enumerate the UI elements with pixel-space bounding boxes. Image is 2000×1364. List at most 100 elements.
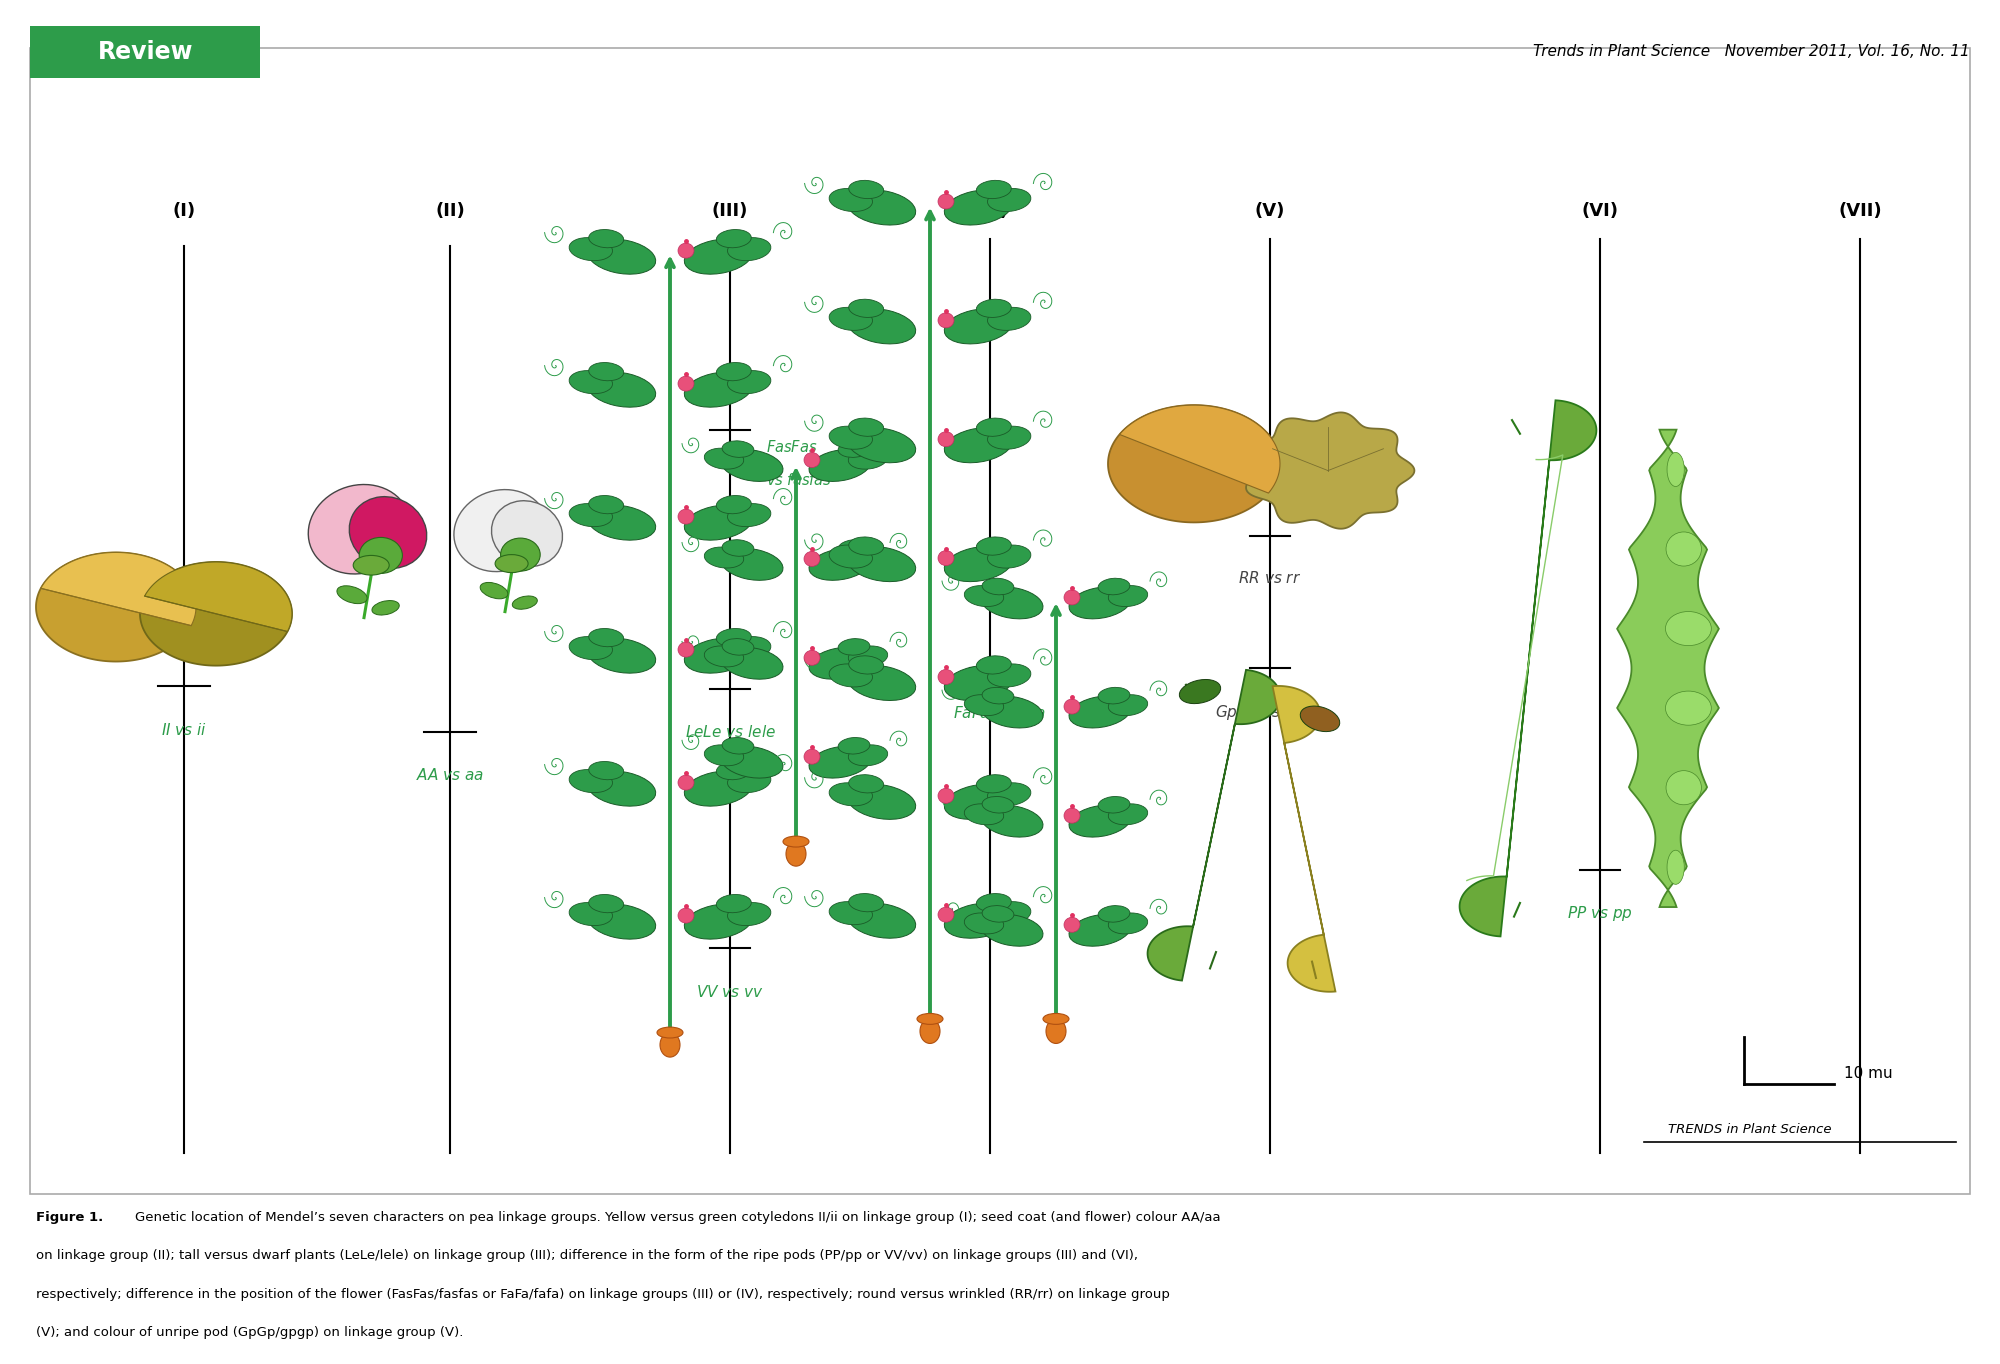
Ellipse shape (810, 450, 870, 481)
Polygon shape (1618, 430, 1718, 907)
Ellipse shape (944, 190, 1012, 225)
Ellipse shape (1064, 807, 1080, 822)
Ellipse shape (1300, 707, 1340, 731)
Ellipse shape (588, 229, 624, 248)
Ellipse shape (964, 694, 1004, 716)
Ellipse shape (728, 237, 770, 261)
Ellipse shape (728, 769, 770, 792)
Ellipse shape (938, 431, 954, 446)
Ellipse shape (810, 548, 870, 580)
Ellipse shape (722, 738, 754, 754)
Text: $FasFas$: $FasFas$ (766, 439, 818, 456)
Text: respectively; difference in the position of the flower (FasFas/fasfas or FaFa/fa: respectively; difference in the position… (36, 1288, 1170, 1301)
Ellipse shape (804, 651, 820, 666)
Ellipse shape (588, 771, 656, 806)
Ellipse shape (848, 547, 888, 567)
Ellipse shape (588, 895, 624, 913)
Ellipse shape (848, 419, 884, 436)
Ellipse shape (944, 666, 1012, 701)
Ellipse shape (988, 783, 1030, 806)
Ellipse shape (684, 372, 752, 408)
Ellipse shape (308, 484, 410, 574)
Text: (V); and colour of unripe pod (GpGp/gpgp) on linkage group (V).: (V); and colour of unripe pod (GpGp/gpgp… (36, 1326, 464, 1339)
Ellipse shape (1098, 797, 1130, 813)
Ellipse shape (728, 371, 770, 394)
Ellipse shape (976, 656, 1012, 674)
Ellipse shape (480, 582, 508, 599)
Text: $VV$ vs $vv$: $VV$ vs $vv$ (696, 983, 764, 1000)
Ellipse shape (588, 239, 656, 274)
Ellipse shape (944, 308, 1012, 344)
Ellipse shape (570, 637, 612, 660)
Ellipse shape (1668, 850, 1684, 884)
Ellipse shape (848, 647, 888, 667)
Ellipse shape (830, 188, 872, 211)
Ellipse shape (512, 596, 538, 610)
Ellipse shape (1666, 771, 1702, 805)
Ellipse shape (1064, 917, 1080, 933)
Text: Genetic location of Mendel’s seven characters on pea linkage groups. Yellow vers: Genetic location of Mendel’s seven chara… (134, 1211, 1220, 1225)
Ellipse shape (804, 551, 820, 566)
Ellipse shape (728, 903, 770, 926)
Ellipse shape (944, 903, 1012, 938)
Ellipse shape (722, 548, 782, 580)
Ellipse shape (1666, 692, 1712, 726)
Text: vs $fasfas$: vs $fasfas$ (766, 472, 832, 488)
Ellipse shape (660, 1033, 680, 1057)
Ellipse shape (848, 308, 916, 344)
Ellipse shape (678, 243, 694, 258)
Ellipse shape (1108, 585, 1148, 607)
Ellipse shape (1668, 453, 1684, 487)
Ellipse shape (678, 642, 694, 657)
Ellipse shape (988, 546, 1030, 569)
Ellipse shape (588, 372, 656, 408)
Ellipse shape (1108, 913, 1148, 934)
Ellipse shape (920, 1019, 940, 1043)
Ellipse shape (1098, 578, 1130, 595)
Ellipse shape (678, 775, 694, 790)
Ellipse shape (976, 893, 1012, 911)
Ellipse shape (1098, 906, 1130, 922)
Ellipse shape (1070, 805, 1130, 837)
Ellipse shape (938, 788, 954, 803)
Ellipse shape (588, 505, 656, 540)
Ellipse shape (848, 666, 916, 701)
Ellipse shape (716, 495, 752, 514)
Ellipse shape (496, 555, 528, 573)
Text: Figure 1.: Figure 1. (36, 1211, 112, 1225)
Ellipse shape (372, 600, 400, 615)
Ellipse shape (1070, 696, 1130, 728)
Ellipse shape (982, 578, 1014, 595)
Text: $RR$ vs $rr$: $RR$ vs $rr$ (1238, 570, 1302, 587)
Ellipse shape (1064, 698, 1080, 713)
Text: $AA$ vs $aa$: $AA$ vs $aa$ (416, 767, 484, 783)
Ellipse shape (944, 784, 1012, 820)
Ellipse shape (1070, 914, 1130, 947)
Ellipse shape (716, 629, 752, 647)
Ellipse shape (938, 907, 954, 922)
Ellipse shape (1666, 532, 1702, 566)
Ellipse shape (830, 546, 872, 569)
Ellipse shape (848, 656, 884, 674)
Ellipse shape (938, 670, 954, 685)
Polygon shape (1120, 405, 1280, 492)
Ellipse shape (354, 555, 390, 576)
Text: (IV): (IV) (972, 202, 1008, 221)
Ellipse shape (716, 229, 752, 248)
FancyBboxPatch shape (30, 48, 1970, 1194)
Polygon shape (36, 552, 196, 662)
Ellipse shape (976, 775, 1012, 792)
Ellipse shape (982, 587, 1042, 619)
Ellipse shape (704, 745, 744, 765)
Ellipse shape (704, 547, 744, 567)
Ellipse shape (976, 180, 1012, 199)
Ellipse shape (810, 648, 870, 679)
Ellipse shape (830, 902, 872, 925)
Ellipse shape (570, 237, 612, 261)
Ellipse shape (704, 647, 744, 667)
Ellipse shape (838, 738, 870, 754)
Ellipse shape (964, 913, 1004, 934)
Ellipse shape (964, 585, 1004, 607)
Ellipse shape (848, 299, 884, 318)
Polygon shape (140, 562, 292, 666)
